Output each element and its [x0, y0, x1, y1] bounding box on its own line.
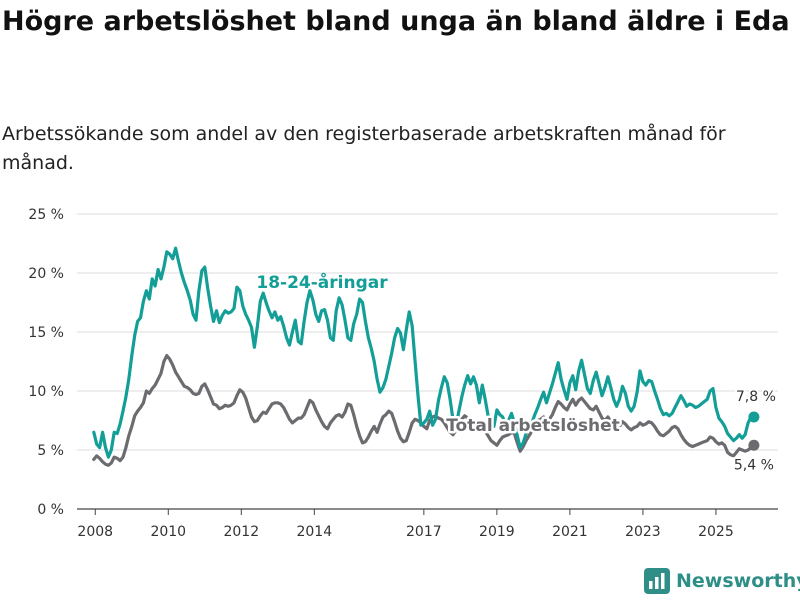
y-tick-label: 0 % — [37, 502, 64, 518]
bar-chart-logo-icon — [644, 568, 670, 594]
x-tick-label: 2025 — [698, 524, 734, 540]
series-label-total: Total arbetslöshet — [446, 416, 620, 436]
chart-title: Högre arbetslöshet bland unga än bland ä… — [2, 6, 790, 37]
y-tick-label: 25 % — [28, 207, 64, 223]
x-tick-label: 2008 — [77, 524, 113, 540]
x-tick-label: 2010 — [150, 524, 186, 540]
end-point-total — [748, 439, 760, 451]
x-tick-label: 2021 — [552, 524, 588, 540]
brand-name: Newsworthy — [676, 570, 800, 592]
x-tick-label: 2019 — [479, 524, 515, 540]
series-line-total — [92, 354, 756, 467]
x-tick-label: 2017 — [406, 524, 442, 540]
end-point-youth — [748, 411, 760, 423]
x-tick-label: 2014 — [296, 524, 332, 540]
x-tick-label: 2023 — [625, 524, 661, 540]
series-line-youth — [92, 246, 756, 459]
brand-logo[interactable]: Newsworthy — [644, 568, 800, 594]
x-tick-label: 2012 — [223, 524, 259, 540]
chart-subtitle: Arbetssökande som andel av den registerb… — [2, 123, 726, 174]
y-tick-label: 15 % — [28, 325, 64, 341]
end-value-label-total: 5,4 % — [734, 457, 774, 473]
y-tick-label: 10 % — [28, 384, 64, 400]
end-value-label-youth: 7,8 % — [736, 389, 776, 405]
y-tick-label: 20 % — [28, 266, 64, 282]
y-tick-label: 5 % — [37, 443, 64, 459]
series-label-youth: 18-24-åringar — [256, 271, 388, 293]
